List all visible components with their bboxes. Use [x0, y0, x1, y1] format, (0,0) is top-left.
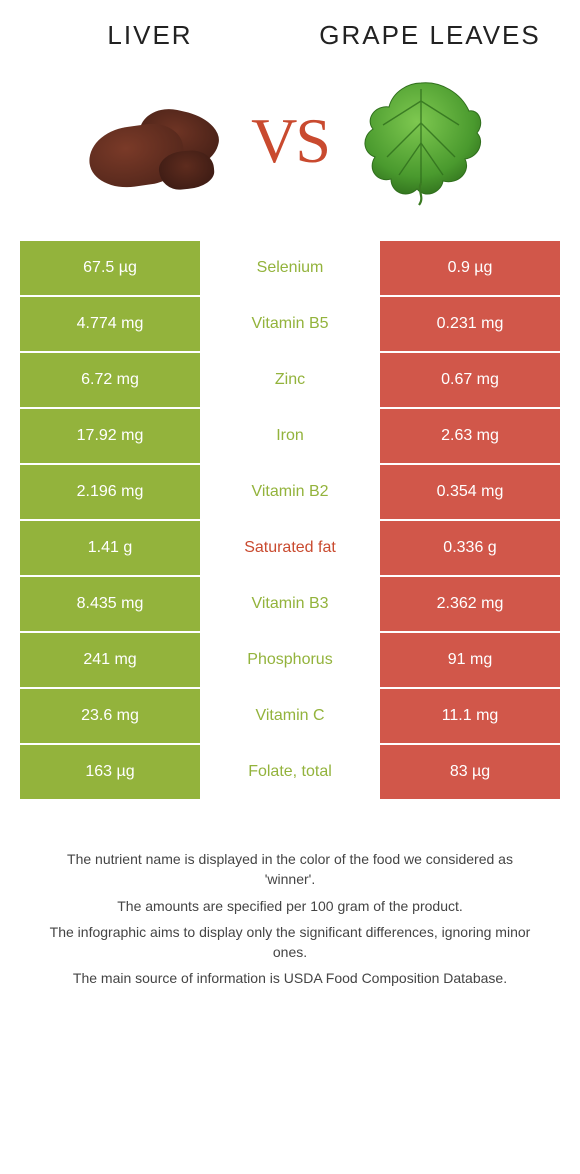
- nutrient-row: 17.92 mgIron2.63 mg: [20, 409, 560, 463]
- nutrient-label: Vitamin B2: [200, 465, 380, 519]
- vs-label: VS: [239, 104, 341, 178]
- nutrient-label: Selenium: [200, 241, 380, 295]
- nutrient-table: 67.5 µgSelenium0.9 µg4.774 mgVitamin B50…: [20, 241, 560, 799]
- title-right: Grape leaves: [304, 20, 556, 51]
- value-left: 67.5 µg: [20, 241, 200, 295]
- value-right: 2.362 mg: [380, 577, 560, 631]
- value-left: 8.435 mg: [20, 577, 200, 631]
- nutrient-label: Vitamin B3: [200, 577, 380, 631]
- footnote-line: The nutrient name is displayed in the co…: [40, 849, 540, 890]
- footnote-line: The amounts are specified per 100 gram o…: [40, 896, 540, 916]
- nutrient-row: 2.196 mgVitamin B20.354 mg: [20, 465, 560, 519]
- header: Liver Grape leaves: [0, 0, 580, 61]
- nutrient-row: 1.41 gSaturated fat0.336 g: [20, 521, 560, 575]
- nutrient-row: 23.6 mgVitamin C11.1 mg: [20, 689, 560, 743]
- nutrient-label: Phosphorus: [200, 633, 380, 687]
- nutrient-row: 163 µgFolate, total83 µg: [20, 745, 560, 799]
- value-left: 23.6 mg: [20, 689, 200, 743]
- liver-image: [79, 71, 239, 211]
- value-right: 0.354 mg: [380, 465, 560, 519]
- value-left: 6.72 mg: [20, 353, 200, 407]
- nutrient-label: Folate, total: [200, 745, 380, 799]
- nutrient-row: 67.5 µgSelenium0.9 µg: [20, 241, 560, 295]
- value-right: 0.9 µg: [380, 241, 560, 295]
- nutrient-label: Vitamin B5: [200, 297, 380, 351]
- value-left: 4.774 mg: [20, 297, 200, 351]
- footnote-line: The infographic aims to display only the…: [40, 922, 540, 963]
- value-right: 91 mg: [380, 633, 560, 687]
- value-right: 2.63 mg: [380, 409, 560, 463]
- nutrient-label: Iron: [200, 409, 380, 463]
- nutrient-label: Vitamin C: [200, 689, 380, 743]
- nutrient-row: 6.72 mgZinc0.67 mg: [20, 353, 560, 407]
- nutrient-row: 4.774 mgVitamin B50.231 mg: [20, 297, 560, 351]
- footnote-line: The main source of information is USDA F…: [40, 968, 540, 988]
- nutrient-row: 8.435 mgVitamin B32.362 mg: [20, 577, 560, 631]
- value-right: 11.1 mg: [380, 689, 560, 743]
- title-left: Liver: [24, 20, 276, 51]
- value-left: 1.41 g: [20, 521, 200, 575]
- value-left: 17.92 mg: [20, 409, 200, 463]
- nutrient-label: Saturated fat: [200, 521, 380, 575]
- footnotes: The nutrient name is displayed in the co…: [40, 849, 540, 989]
- value-left: 2.196 mg: [20, 465, 200, 519]
- vs-row: VS: [0, 61, 580, 241]
- grape-leaf-image: [341, 71, 501, 211]
- value-right: 0.336 g: [380, 521, 560, 575]
- value-right: 83 µg: [380, 745, 560, 799]
- nutrient-label: Zinc: [200, 353, 380, 407]
- value-right: 0.231 mg: [380, 297, 560, 351]
- nutrient-row: 241 mgPhosphorus91 mg: [20, 633, 560, 687]
- value-left: 241 mg: [20, 633, 200, 687]
- value-left: 163 µg: [20, 745, 200, 799]
- value-right: 0.67 mg: [380, 353, 560, 407]
